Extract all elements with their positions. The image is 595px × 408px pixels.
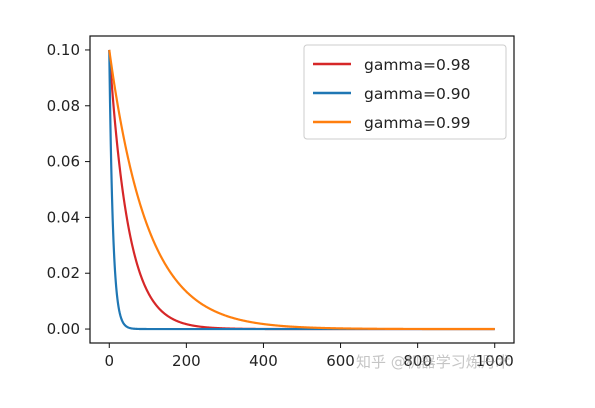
- legend-box: [303, 44, 507, 140]
- series-line-3: [108, 49, 496, 331]
- x-tick-label: 200: [172, 352, 201, 370]
- axes: 0 200 400 600 800 1000 0.00 0.02 0.04 0.06 0.08 0.1…: [47, 35, 515, 370]
- y-tick-label: 0.02: [47, 264, 80, 282]
- y-tick-label: 0.04: [47, 208, 80, 226]
- x-tick-label: 1000: [476, 352, 514, 370]
- plot-frame: [89, 35, 515, 344]
- y-tick-label: 0.06: [47, 153, 80, 171]
- y-tick-label: 0.08: [47, 97, 80, 115]
- legend-label: gamma=0.98: [364, 56, 471, 74]
- series-lines: [108, 49, 496, 331]
- legend: gamma=0.98 gamma=0.90 gamma=0.99: [303, 44, 507, 140]
- legend-label: gamma=0.99: [364, 114, 471, 132]
- x-tick-label: 400: [249, 352, 278, 370]
- x-tick-label: 800: [403, 352, 432, 370]
- x-tick-label: 0: [104, 352, 114, 370]
- y-tick-label: 0.00: [47, 320, 80, 338]
- legend-label: gamma=0.90: [364, 85, 471, 103]
- x-tick-label: 600: [326, 352, 355, 370]
- y-tick-label: 0.10: [47, 41, 80, 59]
